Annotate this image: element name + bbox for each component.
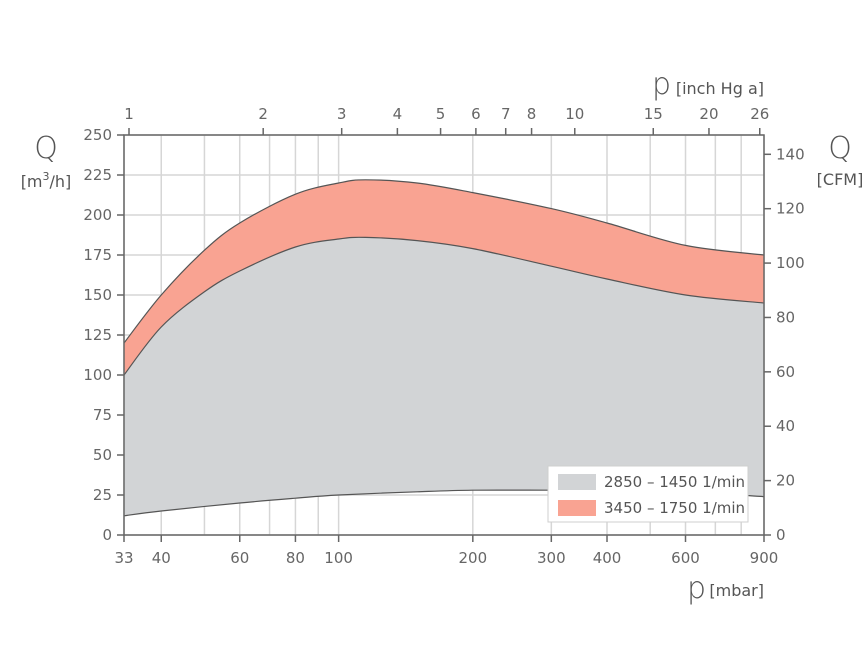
x-top-tick-label: 7 — [501, 105, 511, 123]
x-bottom-tick-label: 33 — [114, 549, 133, 567]
y-right-tick-label: 40 — [776, 417, 795, 435]
x-bottom-tick-label: 80 — [286, 549, 305, 567]
y-left-tick-label: 250 — [83, 126, 112, 144]
legend-swatch-3450 — [558, 500, 596, 516]
curve-3450-upper — [123, 179, 765, 344]
x-top-tick-label: 1 — [124, 105, 134, 123]
legend-label-2850: 2850 – 1450 1/min — [604, 473, 745, 491]
legend-swatch-2850 — [558, 474, 596, 490]
x-bottom-tick-label: 100 — [324, 549, 353, 567]
y-left-tick-label: 175 — [83, 246, 112, 264]
x-bottom-tick-label: 400 — [593, 549, 622, 567]
y-right-tick-label: 120 — [776, 200, 805, 218]
x-bottom-tick-label: 200 — [458, 549, 487, 567]
y-right-tick-label: 20 — [776, 472, 795, 490]
y-left-tick-label: 100 — [83, 366, 112, 384]
y-right-tick-label: 0 — [776, 526, 786, 544]
series-areas — [123, 179, 765, 517]
x-top-tick-label: 10 — [565, 105, 584, 123]
x-top-tick-label: 15 — [644, 105, 663, 123]
y-left-tick-label: 25 — [93, 486, 112, 504]
x-bottom-tick-label: 900 — [750, 549, 779, 567]
x-top-tick-label: 8 — [527, 105, 537, 123]
x-top-tick-label: 3 — [337, 105, 347, 123]
x-bottom-tick-label: 40 — [152, 549, 171, 567]
legend: 2850 – 1450 1/min 3450 – 1750 1/min — [547, 465, 749, 523]
x-top-tick-label: 2 — [258, 105, 268, 123]
x-top-tick-label: 26 — [750, 105, 769, 123]
y-left-unit-prefix: [m — [21, 172, 43, 191]
area-2850 — [124, 237, 764, 516]
y-right-symbol: Q — [828, 131, 852, 166]
curve-2850-upper — [123, 236, 765, 376]
x-bottom-tick-label: 60 — [230, 549, 249, 567]
x-bottom-unit: [mbar] — [709, 581, 764, 600]
x-bottom-symbol: p — [687, 571, 706, 606]
y-left-unit-sup: 3 — [43, 170, 50, 183]
y-left-unit-suffix: /h] — [50, 172, 72, 191]
x-top-tick-label: 4 — [393, 105, 403, 123]
x-bottom-tick-label: 300 — [537, 549, 566, 567]
y-left-tick-label: 125 — [83, 326, 112, 344]
x-top-tick-label: 20 — [699, 105, 718, 123]
y-left-tick-label: 225 — [83, 166, 112, 184]
y-left-tick-label: 75 — [93, 406, 112, 424]
y-right-tick-label: 60 — [776, 363, 795, 381]
y-left-tick-label: 200 — [83, 206, 112, 224]
x-top-tick-label: 5 — [436, 105, 446, 123]
y-left-tick-label: 50 — [93, 446, 112, 464]
y-right-tick-label: 80 — [776, 308, 795, 326]
axes — [117, 128, 771, 542]
y-right-tick-label: 100 — [776, 254, 805, 272]
y-left-tick-label: 150 — [83, 286, 112, 304]
y-left-symbol: Q — [34, 131, 58, 166]
x-top-unit: [inch Hg a] — [676, 79, 764, 98]
y-right-unit: [CFM] — [817, 170, 864, 189]
y-left-unit: [m3/h] — [21, 170, 72, 191]
tick-labels: 0255075100125150175200225250020406080100… — [83, 105, 804, 567]
area-3450 — [124, 179, 764, 375]
legend-label-3450: 3450 – 1750 1/min — [604, 499, 745, 517]
x-top-symbol: p — [652, 67, 671, 102]
x-bottom-tick-label: 600 — [671, 549, 700, 567]
y-left-tick-label: 0 — [102, 526, 112, 544]
y-right-tick-label: 140 — [776, 145, 805, 163]
x-top-tick-label: 6 — [471, 105, 481, 123]
